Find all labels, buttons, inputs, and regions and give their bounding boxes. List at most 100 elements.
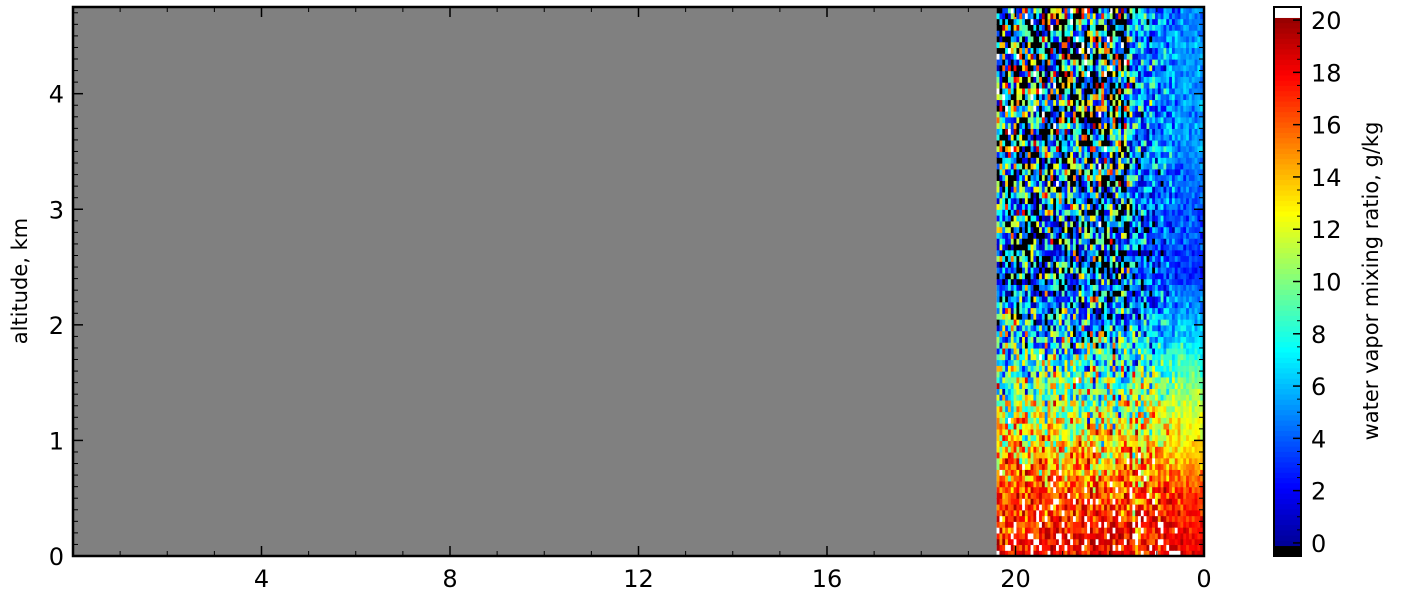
heatmap-cell: [1061, 394, 1066, 401]
heatmap-cell: [1016, 139, 1020, 147]
heatmap-cell: [1143, 307, 1148, 314]
heatmap-cell: [1095, 544, 1100, 551]
heatmap-cell: [1098, 475, 1102, 482]
heatmap-cell: [1024, 423, 1029, 430]
heatmap-cell: [1056, 301, 1060, 309]
heatmap-cell: [1053, 290, 1057, 297]
heatmap-cell: [1087, 475, 1091, 482]
heatmap-cell: [1072, 324, 1077, 332]
heatmap-cell: [1087, 116, 1091, 124]
heatmap-cell: [1016, 220, 1020, 228]
heatmap-cell: [1005, 87, 1009, 95]
heatmap-cell: [1135, 486, 1139, 494]
heatmap-cell: [1081, 388, 1085, 395]
heatmap-cell: [1095, 93, 1100, 101]
heatmap-cell: [1104, 388, 1108, 395]
heatmap-cell: [1030, 243, 1035, 251]
heatmap-cell: [1022, 122, 1026, 129]
heatmap-cell: [1115, 197, 1119, 205]
heatmap-cell: [1016, 365, 1020, 372]
heatmap-cell: [1047, 139, 1051, 147]
heatmap-cell: [996, 134, 1001, 141]
heatmap-cell: [1081, 307, 1085, 314]
heatmap-cell: [1075, 267, 1080, 274]
heatmap-cell: [1016, 105, 1020, 112]
heatmap-cell: [1087, 399, 1091, 407]
heatmap-cell: [1036, 18, 1040, 25]
heatmap-cell: [1121, 157, 1125, 164]
heatmap-cell: [996, 111, 1001, 118]
heatmap-cell: [1089, 18, 1094, 25]
heatmap-cell: [1007, 538, 1012, 546]
heatmap-cell: [1061, 353, 1066, 361]
heatmap-cell: [1019, 411, 1023, 418]
heatmap-cell: [1140, 475, 1145, 482]
heatmap-cell: [1033, 64, 1037, 72]
heatmap-cell: [1002, 12, 1006, 20]
heatmap-cell: [1067, 544, 1071, 551]
heatmap-cell: [1095, 475, 1100, 482]
heatmap-cell: [1039, 151, 1043, 158]
heatmap-cell: [1041, 353, 1046, 361]
heatmap-cell: [1135, 116, 1139, 124]
heatmap-cell: [1135, 532, 1139, 540]
heatmap-cell: [1010, 220, 1015, 228]
heatmap-cell: [1053, 440, 1057, 447]
heatmap-cell: [1087, 480, 1091, 488]
heatmap-cell: [1030, 399, 1035, 407]
heatmap-cell: [1135, 255, 1139, 262]
heatmap-cell: [1115, 122, 1119, 129]
heatmap-cell: [1106, 186, 1111, 193]
heatmap-cell: [1041, 313, 1046, 320]
heatmap-cell: [1115, 284, 1119, 291]
heatmap-cell: [1089, 336, 1094, 343]
heatmap-cell: [1064, 191, 1068, 199]
heatmap-cell: [1140, 457, 1145, 465]
heatmap-cell: [1058, 174, 1063, 181]
heatmap-cell: [1112, 457, 1117, 465]
heatmap-cell: [1098, 238, 1102, 245]
heatmap-cell: [1106, 324, 1111, 332]
heatmap-cell: [1033, 41, 1037, 49]
heatmap-cell: [1022, 394, 1026, 401]
heatmap-cell: [1033, 469, 1037, 476]
heatmap-cell: [1072, 475, 1077, 482]
heatmap-cell: [1106, 509, 1111, 517]
heatmap-cell: [1101, 18, 1105, 25]
heatmap-cell: [1089, 105, 1094, 112]
heatmap-cell: [1084, 203, 1088, 210]
heatmap-cell: [1118, 313, 1122, 320]
heatmap-cell: [1095, 105, 1100, 112]
heatmap-cell: [1109, 186, 1114, 193]
heatmap-cell: [1053, 423, 1057, 430]
heatmap-cell: [1005, 319, 1009, 326]
heatmap-cell: [1027, 261, 1032, 268]
heatmap-cell: [1007, 417, 1012, 424]
heatmap-cell: [1129, 226, 1133, 233]
heatmap-cell: [1118, 226, 1122, 233]
heatmap-cell: [1016, 492, 1020, 499]
heatmap-cell: [1089, 24, 1094, 31]
heatmap-cell: [1050, 24, 1054, 31]
heatmap-cell: [1075, 463, 1080, 470]
heatmap-cell: [1132, 47, 1136, 54]
heatmap-cell: [1013, 197, 1018, 205]
heatmap-cell: [1022, 290, 1026, 297]
heatmap-cell: [1126, 307, 1131, 314]
heatmap-cell: [1092, 440, 1097, 447]
heatmap-cell: [1061, 295, 1066, 303]
heatmap-cell: [1030, 365, 1035, 372]
heatmap-cell: [1002, 267, 1006, 274]
heatmap-cell: [1078, 70, 1083, 77]
heatmap-cell: [1047, 157, 1051, 164]
heatmap-cell: [1089, 480, 1094, 488]
heatmap-cell: [1027, 116, 1032, 124]
heatmap-cell: [1087, 307, 1091, 314]
heatmap-cell: [999, 180, 1003, 187]
heatmap-cell: [1123, 243, 1128, 251]
heatmap-cell: [1115, 255, 1119, 262]
heatmap-cell: [1067, 371, 1071, 378]
heatmap-cell: [1061, 197, 1066, 205]
heatmap-cell: [1016, 87, 1020, 95]
heatmap-cell: [1121, 295, 1125, 303]
